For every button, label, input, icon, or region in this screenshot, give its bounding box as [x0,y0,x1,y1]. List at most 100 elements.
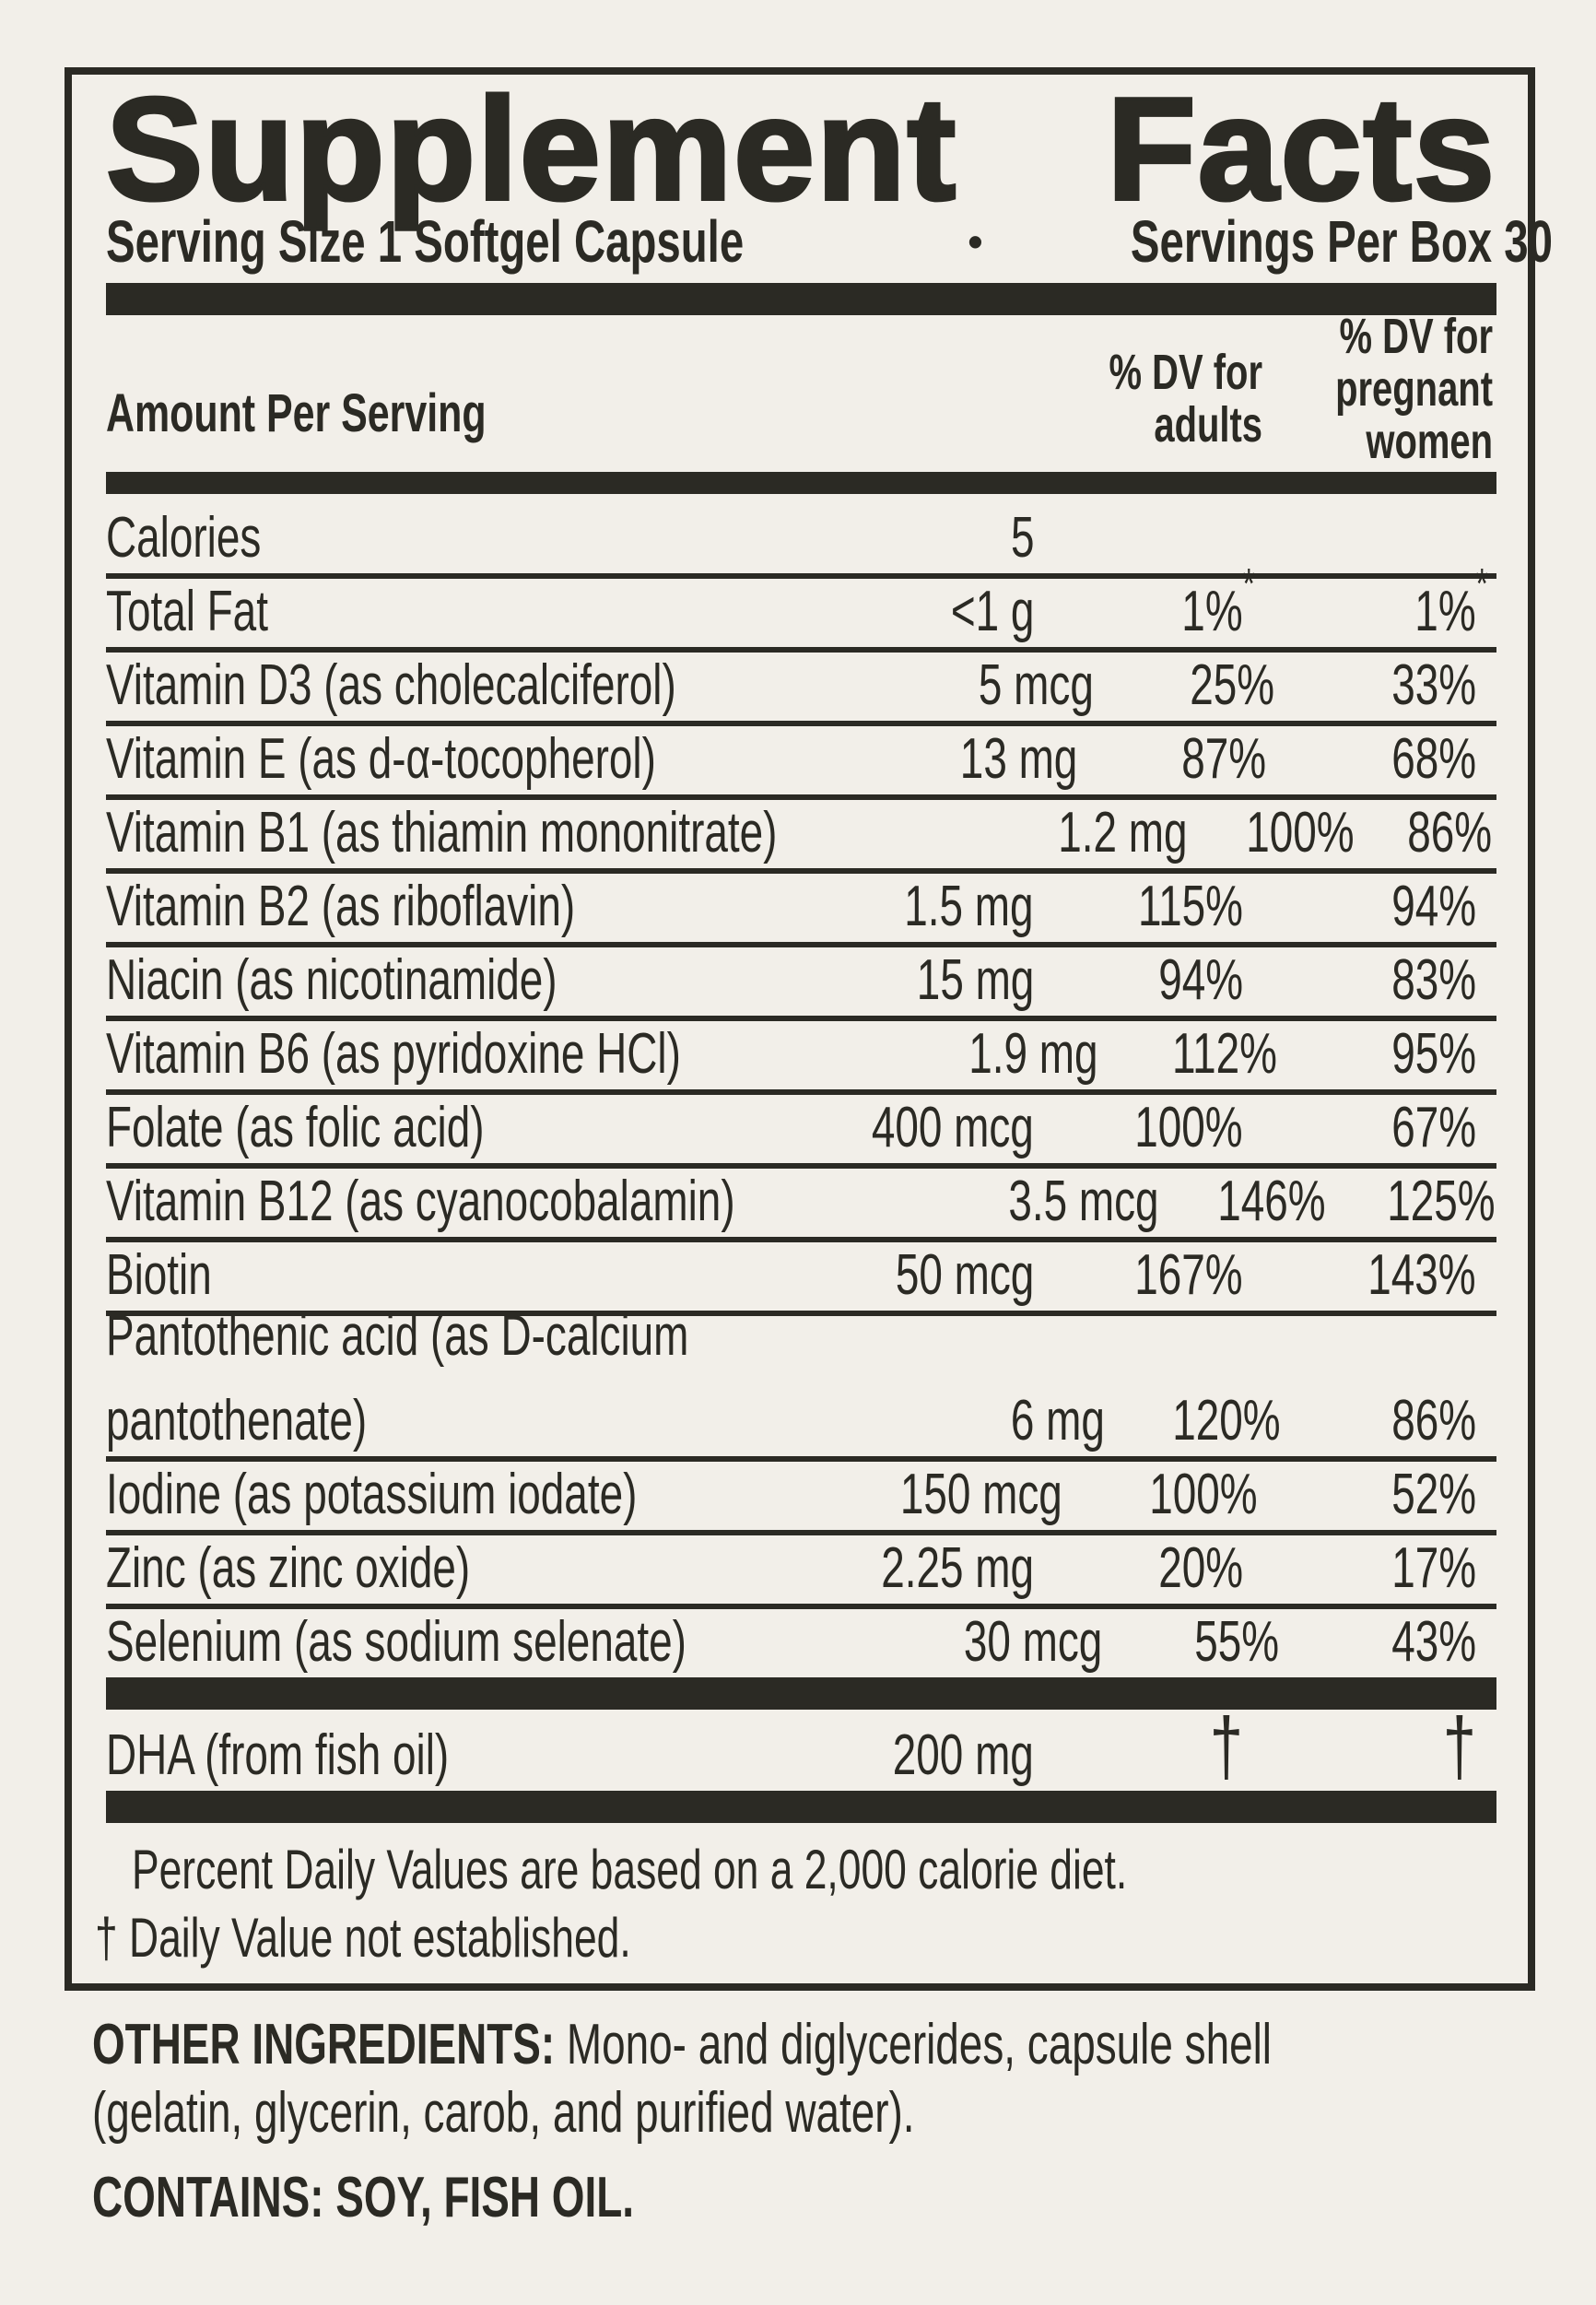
nutrient-name: Vitamin B12 (as cyanocobalamin) [106,1170,735,1233]
pregnant-dv-value: 1% * [1414,559,1489,643]
amount-value: 150 mcg [899,1463,1062,1526]
divider-bar-header [106,472,1496,494]
adults-dv-value: 100% [1149,1463,1258,1526]
adults-dv-value: 55% [1194,1610,1280,1674]
column-header-adults: % DV for adults [1109,345,1262,453]
divider-bar-top [106,283,1496,315]
nutrient-row: Vitamin B1 (as thiamin mononitrate) 1.2 m… [106,794,1496,868]
footnote-dagger: † Daily Value not established. [95,1907,631,1969]
amount-value: 6 mg [1010,1389,1105,1452]
amount-value: 5 mcg [979,653,1095,717]
nutrient-name-line2: pantothenate) [106,1389,368,1452]
supplement-facts-panel: Supplement Facts Serving Size 1 Softgel … [65,67,1553,1991]
amount-value: 30 mcg [963,1610,1103,1674]
asterisk-icon: * [1243,559,1256,607]
nutrient-row: Selenium (as sodium selenate) 30 mcg 55% 43… [106,1604,1496,1677]
amount-value: 1.5 mg [904,875,1034,938]
pregnant-dv-value: 143% [1367,1243,1476,1307]
nutrient-name: Vitamin B1 (as thiamin mononitrate) [106,801,778,864]
dagger-icon: † [1442,1700,1476,1792]
other-ingredients: OTHER INGREDIENTS: Mono- and diglyceride… [92,2011,1530,2147]
divider-bar-dha-bottom [106,1791,1496,1823]
nutrient-row: Folate (as folic acid) 400 mcg 100% 67% [106,1089,1496,1163]
nutrient-row: Iodine (as potassium iodate) 150 mcg 100% 5… [106,1456,1496,1530]
amount-value: 2.25 mg [881,1536,1034,1600]
servings-per-box-text: Servings Per Box 30 [1131,208,1554,275]
nutrient-name: Zinc (as zinc oxide) [106,1536,471,1600]
nutrient-name: Pantothenic acid (as D-calcium [106,1304,689,1368]
dagger-icon: † [1209,1700,1243,1792]
nutrient-name: Vitamin D3 (as cholecalciferol) [106,653,676,717]
nutrient-name: DHA (from fish oil) [106,1723,450,1787]
nutrient-rows: Total Fat <1 g 1% * 1% * Vitamin D3 (as cholec… [106,559,1496,1677]
nutrient-row: Vitamin B12 (as cyanocobalamin) 3.5 mcg 14… [106,1163,1496,1237]
amount-value: 50 mcg [895,1243,1034,1307]
pregnant-dv-value: 67% [1391,1096,1476,1159]
other-ingredients-text: Mono- and diglycerides, capsule shell [566,2013,1273,2076]
pregnant-dv-value: 52% [1391,1463,1476,1526]
adults-dv-value: 120% [1171,1389,1281,1452]
panel-title: Supplement Facts [104,68,1496,230]
adults-dv-value: 87% [1181,727,1266,791]
nutrient-name: Biotin [106,1243,212,1307]
adults-dv-value: 1% * [1181,559,1256,643]
footnote-percent-dv: Percent Daily Values are based on a 2,00… [132,1839,1128,1900]
nutrient-row: Total Fat <1 g 1% * 1% * [106,559,1496,647]
calories-row: Calories 5 [106,494,1496,573]
pregnant-dv-value: 43% [1391,1610,1476,1674]
other-ingredients-label: OTHER INGREDIENTS: [92,2013,556,2076]
amount-value: 1.2 mg [1058,801,1188,864]
column-header-amount: Amount Per Serving [106,383,487,443]
bottom-statements: OTHER INGREDIENTS: Mono- and diglyceride… [92,2011,1530,2232]
amount-value: <1 g [950,580,1034,643]
nutrient-name: Selenium (as sodium selenate) [106,1610,687,1674]
adults-dv-value: 146% [1217,1170,1326,1233]
calories-value: 5 [1010,506,1034,570]
nutrient-name: Iodine (as potassium iodate) [106,1463,638,1526]
nutrient-row: Vitamin B2 (as riboflavin) 1.5 mg 115% 94% [106,868,1496,942]
pregnant-dv-value: 83% [1391,948,1476,1012]
pregnant-dv-value: 95% [1391,1022,1476,1086]
nutrient-row: Zinc (as zinc oxide) 2.25 mg 20% 17% [106,1530,1496,1604]
divider-bar-dha-top [106,1677,1496,1710]
adults-dv-value: 167% [1134,1243,1243,1307]
column-headers: Amount Per Serving % DV for adults % DV … [106,311,1496,472]
amount-value: 15 mg [916,948,1034,1012]
pregnant-dv-value: 68% [1391,727,1476,791]
contains-statement: CONTAINS: SOY, FISH OIL. [92,2166,634,2229]
nutrient-name: Niacin (as nicotinamide) [106,948,557,1012]
column-header-pregnant: % DV for pregnant women [1335,309,1493,469]
amount-value: 200 mg [892,1723,1034,1787]
pregnant-dv-value: 33% [1391,653,1476,717]
nutrient-name: Vitamin B6 (as pyridoxine HCl) [106,1022,681,1086]
pregnant-dv-value: 94% [1391,875,1476,938]
nutrient-name: Total Fat [106,580,268,643]
serving-size-text: Serving Size 1 Softgel Capsule [106,208,745,275]
nutrient-row: Vitamin B6 (as pyridoxine HCl) 1.9 mg 112%… [106,1016,1496,1089]
nutrient-name: Folate (as folic acid) [106,1096,485,1159]
serving-info-line: Serving Size 1 Softgel Capsule • Serving… [106,207,1553,276]
nutrient-row: Niacin (as nicotinamide) 15 mg 94% 83% [106,942,1496,1016]
nutrient-name: Vitamin E (as d-α-tocopherol) [106,727,656,791]
pregnant-dv-value: 125% [1386,1170,1496,1233]
adults-dv-value: 25% [1190,653,1275,717]
adults-dv-value: 100% [1134,1096,1243,1159]
adults-dv-value: 100% [1246,801,1355,864]
amount-value: 400 mcg [872,1096,1034,1159]
nutrient-row: Pantothenic acid (as D-calcium pantothena… [106,1304,1496,1456]
adults-dv-value: 112% [1171,1022,1277,1086]
adults-dv-value: 94% [1158,948,1243,1012]
asterisk-icon: * [1476,559,1489,607]
pregnant-dv-value: 86% [1391,1389,1476,1452]
nutrient-row: Vitamin D3 (as cholecalciferol) 5 mcg 25% 3… [106,647,1496,721]
bullet-separator: • [968,218,983,265]
amount-value: 13 mg [959,727,1078,791]
nutrient-row: Vitamin E (as d-α-tocopherol) 13 mg 87% 68% [106,721,1496,794]
amount-value: 3.5 mcg [1008,1170,1159,1233]
other-ingredients-text-line2: (gelatin, glycerin, carob, and purified … [92,2081,915,2145]
calories-label: Calories [106,506,262,570]
pregnant-dv-value: 17% [1391,1536,1476,1600]
adults-dv-value: 20% [1158,1536,1243,1600]
nutrient-row: Biotin 50 mcg 167% 143% [106,1237,1496,1311]
